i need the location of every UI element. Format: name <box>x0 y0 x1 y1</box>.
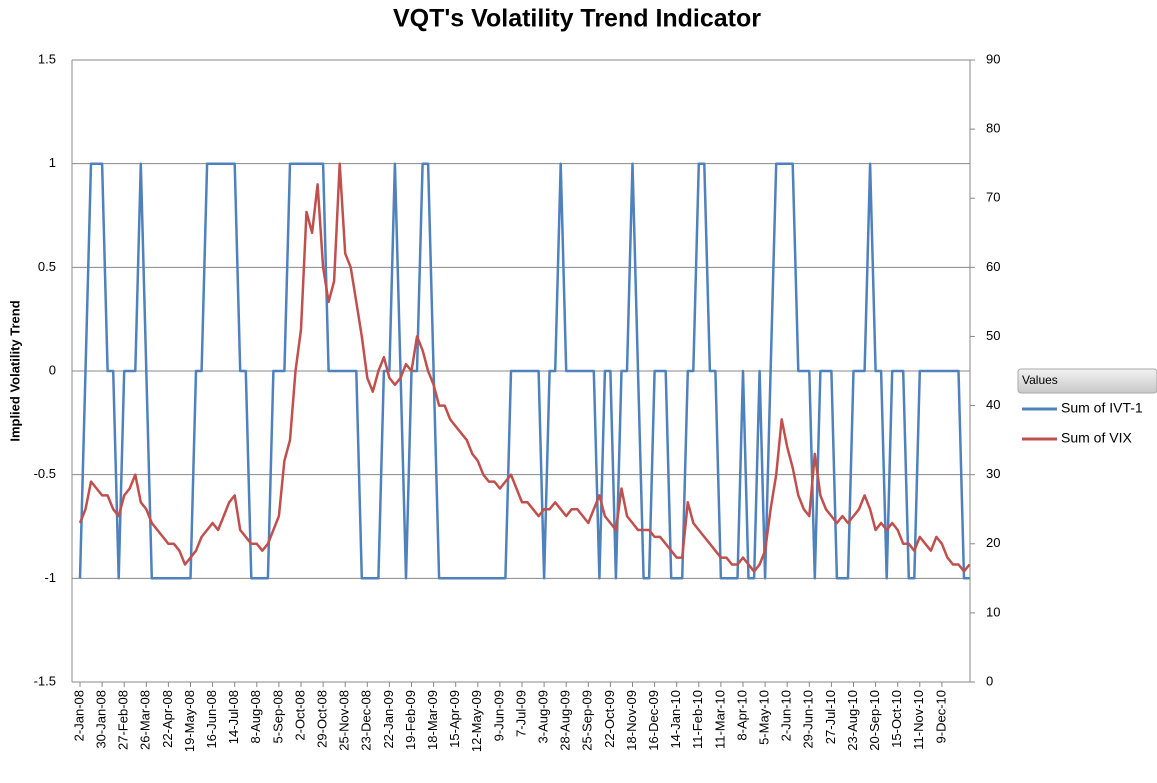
x-tick-label: 9-Dec-10 <box>933 690 948 743</box>
x-tick-label: 11-Feb-10 <box>690 690 705 749</box>
x-tick-label: 19-May-08 <box>182 690 197 752</box>
y2-tick-label: 20 <box>986 535 1000 550</box>
y-tick-label: 0.5 <box>38 259 56 274</box>
x-tick-label: 30-Jan-08 <box>94 690 109 749</box>
y2-tick-label: 40 <box>986 397 1000 412</box>
x-tick-label: 2-Oct-08 <box>292 690 307 741</box>
series-line <box>78 162 971 573</box>
x-tick-label: 3-Aug-09 <box>536 690 551 743</box>
x-tick-label: 25-Nov-08 <box>337 690 352 751</box>
legend-title: Values <box>1022 373 1058 387</box>
x-tick-label: 22-Jan-09 <box>381 690 396 749</box>
x-tick-label: 9-Jun-09 <box>491 690 506 741</box>
y2-tick-label: 50 <box>986 328 1000 343</box>
x-tick-label: 27-Jul-10 <box>823 690 838 744</box>
x-tick-label: 5-May-10 <box>757 690 772 745</box>
x-tick-label: 25-Sep-09 <box>580 690 595 751</box>
x-tick-label: 29-Jun-10 <box>801 690 816 749</box>
x-tick-label: 16-Jun-08 <box>204 690 219 749</box>
y-tick-label: 1.5 <box>38 51 56 66</box>
x-tick-label: 11-Nov-10 <box>911 690 926 750</box>
y2-tick-label: 60 <box>986 259 1000 274</box>
legend-label: Sum of IVT-1 <box>1061 400 1143 416</box>
y2-tick-label: 30 <box>986 466 1000 481</box>
x-tick-label: 8-Apr-10 <box>734 690 749 741</box>
chart-title: VQT's Volatility Trend Indicator <box>393 5 761 33</box>
y-axis-label: Implied Volatility Trend <box>7 300 22 441</box>
x-tick-label: 16-Dec-09 <box>646 690 661 751</box>
y2-tick-label: 90 <box>986 51 1000 66</box>
y-tick-label: 0 <box>49 362 56 377</box>
y-tick-label: -1 <box>44 570 56 585</box>
x-tick-label: 5-Sep-08 <box>270 690 285 743</box>
x-tick-label: 11-Mar-10 <box>712 690 727 749</box>
x-tick-label: 22-Oct-09 <box>602 690 617 748</box>
x-tick-label: 26-Mar-08 <box>138 690 153 750</box>
legend-label: Sum of VIX <box>1061 430 1132 446</box>
x-tick-label: 27-Feb-08 <box>116 690 131 750</box>
x-tick-label: 15-Oct-10 <box>889 690 904 748</box>
x-tick-label: 14-Jul-08 <box>226 690 241 744</box>
series-line <box>78 162 970 580</box>
x-tick-label: 29-Oct-08 <box>315 690 330 748</box>
x-tick-label: 12-May-09 <box>469 690 484 752</box>
x-tick-label: 19-Feb-09 <box>403 690 418 750</box>
x-tick-label: 23-Aug-10 <box>845 690 860 751</box>
y2-tick-label: 10 <box>986 604 1000 619</box>
y2-tick-label: 80 <box>986 121 1000 136</box>
y2-tick-label: 0 <box>986 673 993 688</box>
y-tick-label: -0.5 <box>34 466 56 481</box>
x-tick-label: 2-Jan-08 <box>71 690 86 741</box>
x-tick-label: 18-Mar-09 <box>425 690 440 750</box>
y-tick-label: 1 <box>49 155 56 170</box>
x-tick-label: 8-Aug-08 <box>248 690 263 743</box>
x-tick-label: 15-Apr-09 <box>447 690 462 748</box>
y-tick-label: -1.5 <box>34 673 56 688</box>
x-tick-label: 28-Aug-09 <box>558 690 573 751</box>
x-tick-label: 2-Jun-10 <box>779 690 794 741</box>
x-tick-label: 20-Sep-10 <box>867 690 882 751</box>
y2-tick-label: 70 <box>986 190 1000 205</box>
x-tick-label: 22-Apr-08 <box>160 690 175 748</box>
x-tick-label: 14-Jan-10 <box>668 690 683 749</box>
x-tick-label: 7-Jul-09 <box>513 690 528 737</box>
x-tick-label: 23-Dec-08 <box>359 690 374 751</box>
legend-header <box>1017 368 1157 394</box>
x-tick-label: 18-Nov-09 <box>624 690 639 751</box>
